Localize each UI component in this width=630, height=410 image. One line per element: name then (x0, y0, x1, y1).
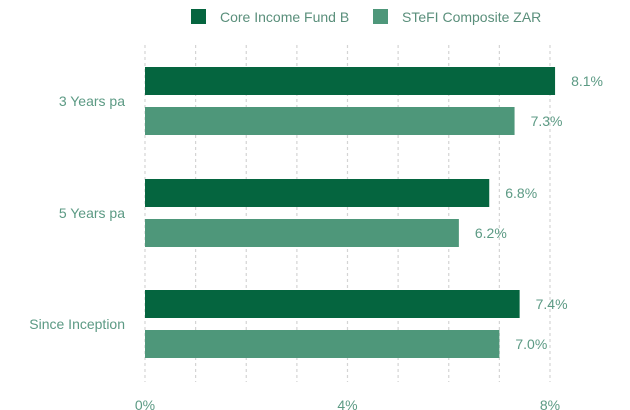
bar (145, 107, 515, 135)
legend-label: Core Income Fund B (220, 9, 349, 25)
bar (145, 330, 500, 358)
data-label: 7.4% (536, 296, 568, 312)
bars (145, 67, 556, 358)
legend: Core Income Fund B STeFI Composite ZAR (191, 9, 541, 25)
bar (145, 179, 490, 207)
legend-swatch (191, 9, 206, 24)
data-label: 6.8% (505, 185, 537, 201)
category-label: Since Inception (29, 316, 125, 332)
bar (145, 219, 459, 247)
labels: 0% 4% 8% 3 Years pa 8.1% 7.3% 5 Years pa 6.8% 6.… (29, 73, 603, 410)
data-label: 7.3% (531, 113, 563, 129)
data-label: 8.1% (571, 73, 603, 89)
bar (145, 290, 520, 318)
x-tick-label: 8% (540, 397, 560, 410)
data-label: 7.0% (515, 336, 547, 352)
x-tick-label: 0% (135, 397, 155, 410)
x-tick-label: 4% (337, 397, 357, 410)
data-label: 6.2% (475, 225, 507, 241)
legend-label: STeFI Composite ZAR (402, 9, 541, 25)
legend-swatch (373, 9, 388, 24)
bar (145, 67, 556, 95)
category-label: 5 Years pa (59, 205, 125, 221)
category-label: 3 Years pa (59, 93, 125, 109)
grid-lines (144, 45, 551, 382)
